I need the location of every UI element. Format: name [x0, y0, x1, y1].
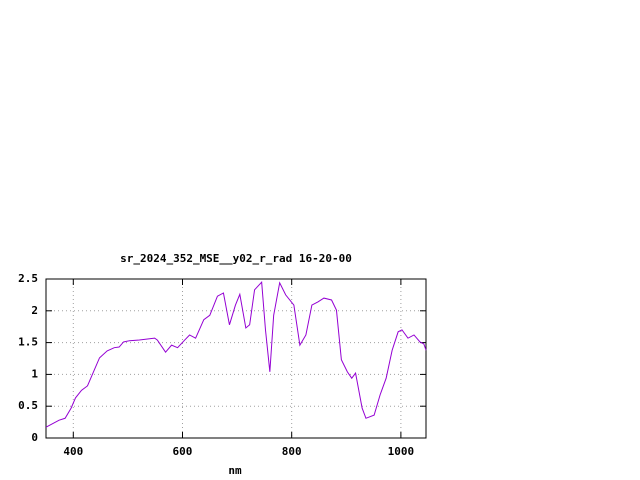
y-tick-label: 1	[31, 367, 38, 380]
y-tick-label: 2.5	[18, 272, 38, 285]
x-tick-label: 1000	[388, 445, 415, 458]
y-tick-label: 1.5	[18, 336, 38, 349]
plot-frame	[45, 278, 427, 439]
x-tick-label: 800	[282, 445, 302, 458]
data-line	[45, 281, 427, 428]
x-axis-label: nm	[228, 464, 242, 477]
x-tick-label: 400	[63, 445, 83, 458]
y-tick-label: 2	[31, 304, 38, 317]
chart-title: sr_2024_352_MSE__y02_r_rad 16-20-00	[120, 252, 352, 265]
y-tick-label: 0.5	[18, 399, 38, 412]
x-tick-label: 600	[173, 445, 193, 458]
y-tick-label: 0	[31, 431, 38, 444]
